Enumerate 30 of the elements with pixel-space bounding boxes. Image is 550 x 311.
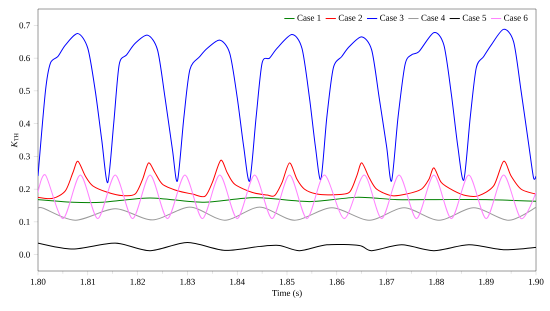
legend-label: Case 3 xyxy=(380,14,404,21)
y-tick-label: 0.3 xyxy=(19,153,30,160)
y-tick-label: 0.6 xyxy=(19,55,30,62)
x-tick-label: 1.82 xyxy=(130,278,145,285)
y-tick-label: 0.5 xyxy=(19,88,30,94)
x-tick-label: 1.89 xyxy=(479,278,494,285)
y-tick-label: 0.0 xyxy=(19,252,30,258)
x-tick-label: 1.90 xyxy=(528,278,544,285)
x-tick-label: 1.85 xyxy=(280,278,295,285)
legend-label: Case 5 xyxy=(462,14,486,21)
x-tick-label: 1.84 xyxy=(230,278,245,285)
legend-label: Case 2 xyxy=(338,14,362,21)
legend-label: Case 4 xyxy=(421,14,446,21)
x-tick-label: 1.81 xyxy=(80,278,96,285)
y-tick-label: 0.7 xyxy=(19,22,30,28)
x-tick-label: 1.87 xyxy=(380,278,394,285)
line-series xyxy=(38,28,536,184)
y-tick-label: 0.4 xyxy=(19,120,30,127)
x-tick-label: 1.83 xyxy=(180,278,195,285)
y-tick-label: 0.2 xyxy=(19,186,30,192)
y-axis-title: K$_{TH}$ xyxy=(11,133,18,148)
x-tick-label: 1.88 xyxy=(429,278,444,285)
x-axis-title: Time (s) xyxy=(272,290,302,298)
line-series xyxy=(38,206,536,221)
y-tick-label: 0.1 xyxy=(19,218,30,225)
x-tick-label: 1.80 xyxy=(30,278,46,285)
legend-label: Case 6 xyxy=(504,14,528,21)
x-tick-label: 1.86 xyxy=(330,278,344,285)
legend-label: Case 1 xyxy=(297,14,321,21)
line-series xyxy=(38,160,536,199)
